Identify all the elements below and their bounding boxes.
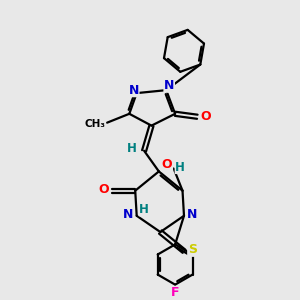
Text: CH₃: CH₃ (84, 119, 105, 129)
Text: N: N (129, 84, 139, 97)
Text: N: N (187, 208, 197, 221)
Text: O: O (162, 158, 172, 171)
Text: H: H (139, 203, 149, 216)
Text: H: H (127, 142, 136, 155)
Text: O: O (200, 110, 211, 123)
Text: H: H (175, 160, 185, 173)
Text: S: S (188, 243, 197, 256)
Text: N: N (164, 79, 174, 92)
Text: F: F (171, 286, 179, 299)
Text: O: O (98, 183, 109, 196)
Text: N: N (123, 208, 134, 221)
